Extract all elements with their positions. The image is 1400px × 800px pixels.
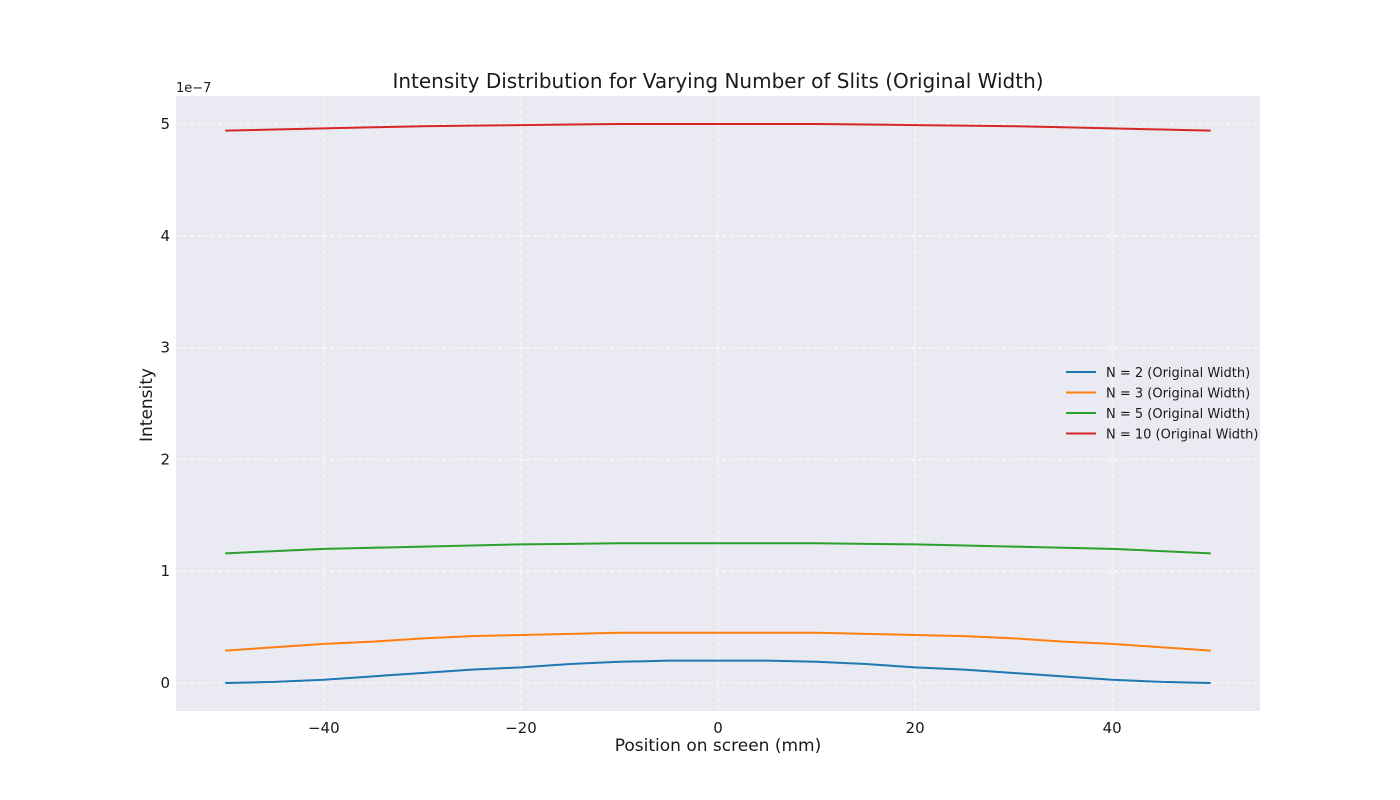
series-line-n-10-original-width (225, 122, 1211, 132)
x-tick-label: −20 (505, 719, 537, 737)
y-axis-offset-text: 1e−7 (176, 81, 211, 96)
y-tick-label: 4 (160, 227, 170, 245)
y-tick-label: 3 (160, 339, 170, 357)
legend-label: N = 5 (Original Width) (1106, 407, 1250, 422)
x-tick-label: −40 (308, 719, 340, 737)
y-tick-label: 2 (160, 450, 170, 468)
y-tick-label: 5 (160, 115, 170, 133)
y-tick-label: 1 (160, 562, 170, 580)
legend-label: N = 3 (Original Width) (1106, 387, 1250, 402)
series-line-n-5-original-width (225, 542, 1211, 555)
legend: N = 2 (Original Width) N = 3 (Original Wi… (1066, 366, 1258, 443)
y-axis-label: Intensity (137, 368, 157, 442)
x-axis-ticks: −40 −20 0 20 40 (308, 719, 1122, 737)
x-tick-label: 0 (713, 719, 723, 737)
series-line-n-2-original-width (225, 659, 1211, 685)
chart-title: Intensity Distribution for Varying Numbe… (392, 69, 1043, 93)
x-tick-label: 20 (906, 719, 925, 737)
x-tick-label: 40 (1103, 719, 1122, 737)
legend-label: N = 10 (Original Width) (1106, 428, 1258, 443)
series-lines (225, 122, 1211, 685)
legend-label: N = 2 (Original Width) (1106, 366, 1250, 381)
y-tick-label: 0 (160, 674, 170, 692)
y-axis-ticks: 0 1 2 3 4 5 (160, 115, 170, 692)
grid (176, 96, 1260, 711)
series-line-n-3-original-width (225, 631, 1211, 652)
x-axis-label: Position on screen (mm) (615, 736, 821, 756)
